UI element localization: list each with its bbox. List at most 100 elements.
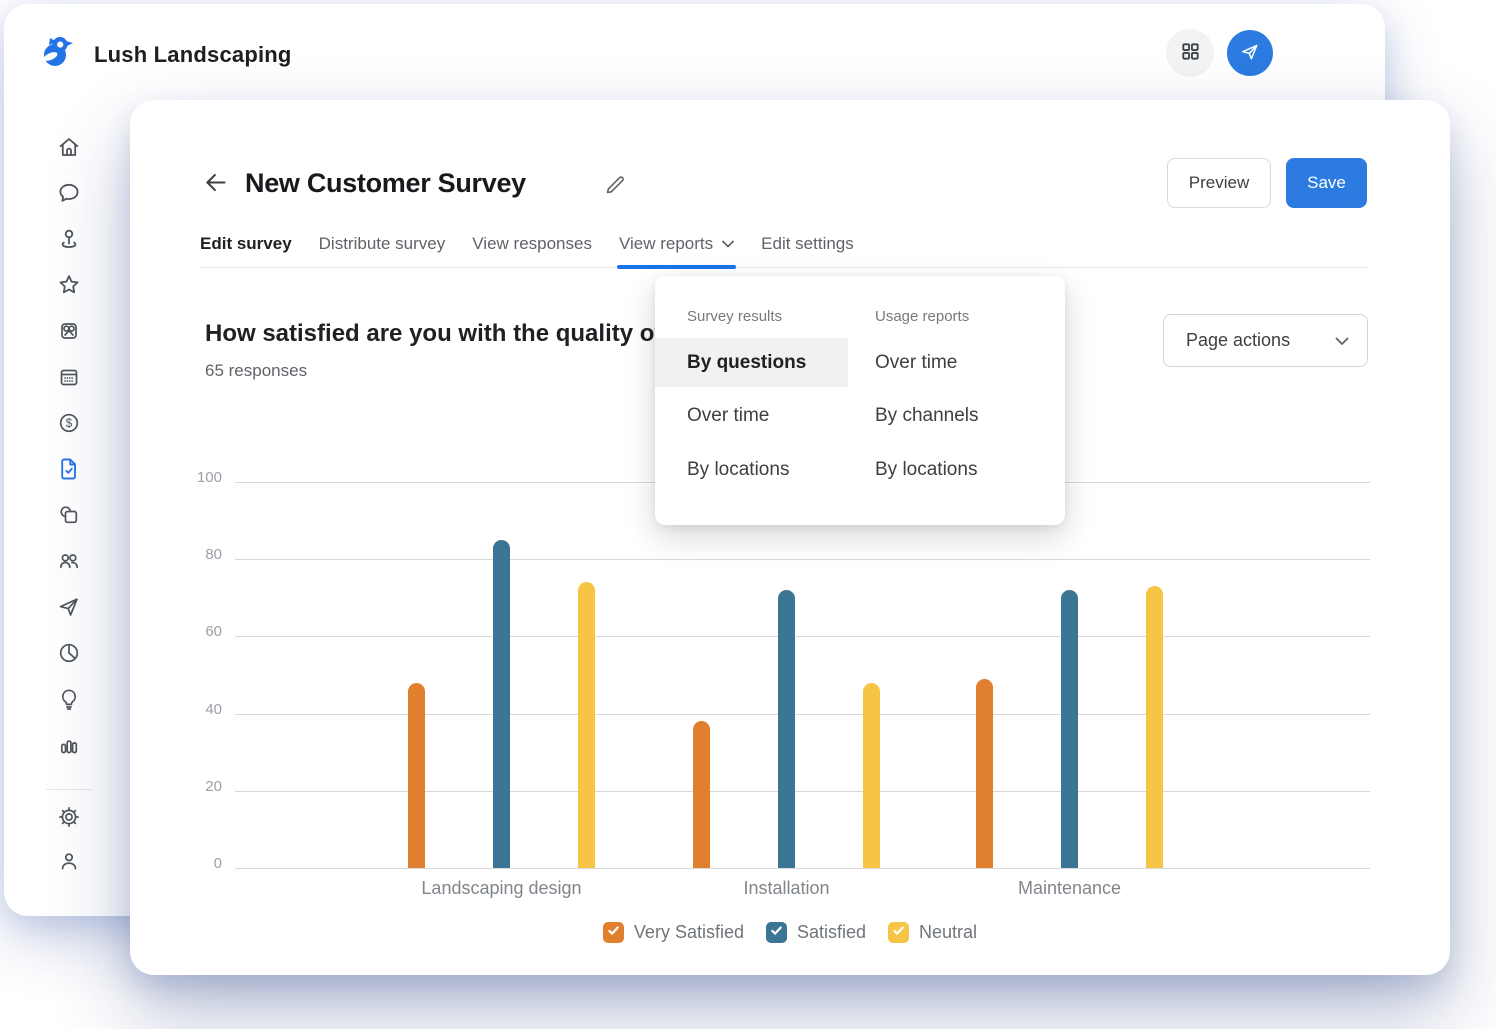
topbar-actions xyxy=(1166,29,1273,77)
check-icon xyxy=(606,923,621,943)
tab-edit-settings[interactable]: Edit settings xyxy=(761,220,854,267)
chevron-down-icon xyxy=(1335,330,1349,351)
tab-label: Edit survey xyxy=(200,233,292,253)
back-button[interactable] xyxy=(195,164,235,204)
tab-view-reports[interactable]: View reports xyxy=(616,220,737,269)
menu-item-by-channels[interactable]: By channels xyxy=(875,404,979,426)
gridline xyxy=(235,713,1370,715)
sidebar-item-home[interactable] xyxy=(56,135,82,161)
survey-page: New Customer Survey Preview Save Edit su… xyxy=(130,100,1450,975)
legend-label: Very Satisfied xyxy=(633,922,744,942)
save-button[interactable]: Save xyxy=(1286,158,1367,208)
lightbulb-icon xyxy=(56,686,82,715)
person-icon xyxy=(56,848,82,877)
gridline xyxy=(235,559,1370,561)
legend-checkbox-satisfied[interactable] xyxy=(765,922,787,943)
home-icon xyxy=(56,134,82,163)
brand-name: Lush Landscaping xyxy=(94,41,292,67)
page-actions-dropdown[interactable]: Page actions xyxy=(1163,314,1368,367)
bar-neutral xyxy=(863,682,880,868)
pie-chart-icon xyxy=(56,640,82,669)
menu-item-usage-over-time[interactable]: Over time xyxy=(875,351,958,373)
location-pin-icon xyxy=(56,226,82,255)
legend-checkbox-neutral[interactable] xyxy=(888,922,910,943)
y-tick-label: 0 xyxy=(213,855,222,872)
dollar-circle-icon: $ xyxy=(56,410,82,439)
sidebar-item-contacts[interactable] xyxy=(56,549,82,575)
back-arrow-icon xyxy=(202,169,229,199)
tab-view-responses[interactable]: View responses xyxy=(472,220,592,267)
menu-item-over-time[interactable]: Over time xyxy=(687,404,770,426)
sidebar-item-messages[interactable] xyxy=(56,181,82,207)
bar-neutral xyxy=(578,582,595,868)
sidebar-item-pages[interactable] xyxy=(56,503,82,529)
legend-item: Satisfied xyxy=(765,922,866,943)
sidebar-divider xyxy=(46,789,92,790)
topbar: Lush Landscaping xyxy=(4,4,1385,102)
tab-bar: Edit survey Distribute survey View respo… xyxy=(200,220,1368,269)
page-title: New Customer Survey xyxy=(245,168,526,198)
legend-checkbox-very-satisfied[interactable] xyxy=(602,922,624,943)
sidebar-item-referrals[interactable] xyxy=(56,319,82,345)
sidebar-item-analytics[interactable] xyxy=(56,733,82,759)
gift-icon xyxy=(56,318,82,347)
check-icon xyxy=(891,923,906,943)
sidebar-item-insights[interactable] xyxy=(56,687,82,713)
sidebar-item-locations[interactable] xyxy=(56,227,82,253)
gridline xyxy=(235,868,1370,869)
menu-item-usage-by-locations[interactable]: By locations xyxy=(875,458,978,480)
menu-column-header: Usage reports xyxy=(875,308,970,325)
chat-icon xyxy=(56,180,82,209)
legend-item: Neutral xyxy=(888,922,977,943)
bar-very-satisfied xyxy=(693,721,710,868)
survey-doc-check-icon xyxy=(56,456,82,485)
calendar-icon xyxy=(56,364,82,393)
pencil-icon xyxy=(603,172,627,199)
responses-count: 65 responses xyxy=(205,361,308,380)
check-icon xyxy=(769,923,784,943)
svg-text:$: $ xyxy=(66,418,73,430)
sidebar: $ xyxy=(42,135,96,759)
apps-grid-button[interactable] xyxy=(1166,29,1214,77)
chevron-down-icon xyxy=(722,240,735,248)
sidebar-item-campaigns[interactable] xyxy=(56,595,82,621)
sidebar-item-reviews[interactable] xyxy=(56,273,82,299)
sidebar-item-surveys[interactable] xyxy=(56,457,82,483)
bar-satisfied xyxy=(1061,590,1078,868)
sidebar-item-appointments[interactable] xyxy=(56,365,82,391)
gridline xyxy=(235,636,1370,638)
x-axis-label: Maintenance xyxy=(1017,878,1122,898)
pages-icon xyxy=(56,502,82,531)
view-reports-menu: Survey results Usage reports By question… xyxy=(655,276,1065,525)
tab-label: Distribute survey xyxy=(318,233,446,253)
sidebar-item-reports[interactable] xyxy=(56,641,82,667)
tab-label: Edit settings xyxy=(761,233,854,253)
tab-edit-survey[interactable]: Edit survey xyxy=(200,220,292,267)
bird-logo-icon xyxy=(34,31,78,78)
campaign-send-icon xyxy=(56,594,82,623)
y-tick-label: 20 xyxy=(205,777,222,795)
brand[interactable]: Lush Landscaping xyxy=(34,31,292,78)
bar-chart-icon xyxy=(56,732,82,761)
preview-button[interactable]: Preview xyxy=(1167,158,1271,208)
tab-distribute-survey[interactable]: Distribute survey xyxy=(319,220,446,267)
sidebar-bottom xyxy=(42,805,96,875)
x-axis-label: Landscaping design xyxy=(421,878,582,898)
x-axis-label: Installation xyxy=(743,878,830,898)
bar-neutral xyxy=(1146,586,1163,868)
page-actions-label: Page actions xyxy=(1186,330,1291,350)
edit-title-button[interactable] xyxy=(600,170,630,200)
y-tick-label: 80 xyxy=(205,546,222,564)
menu-item-by-questions[interactable]: By questions xyxy=(655,338,848,387)
sidebar-item-payments[interactable]: $ xyxy=(56,411,82,437)
share-send-button[interactable] xyxy=(1227,30,1273,76)
legend-label: Neutral xyxy=(919,922,978,942)
menu-item-by-locations[interactable]: By locations xyxy=(687,458,790,480)
sidebar-item-settings[interactable] xyxy=(56,805,82,831)
bar-very-satisfied xyxy=(408,682,425,868)
sidebar-item-profile[interactable] xyxy=(56,849,82,875)
bar-very-satisfied xyxy=(976,678,993,868)
chart-legend: Very Satisfied Satisfied Neutral xyxy=(130,922,1450,943)
send-plane-icon xyxy=(1239,41,1261,66)
